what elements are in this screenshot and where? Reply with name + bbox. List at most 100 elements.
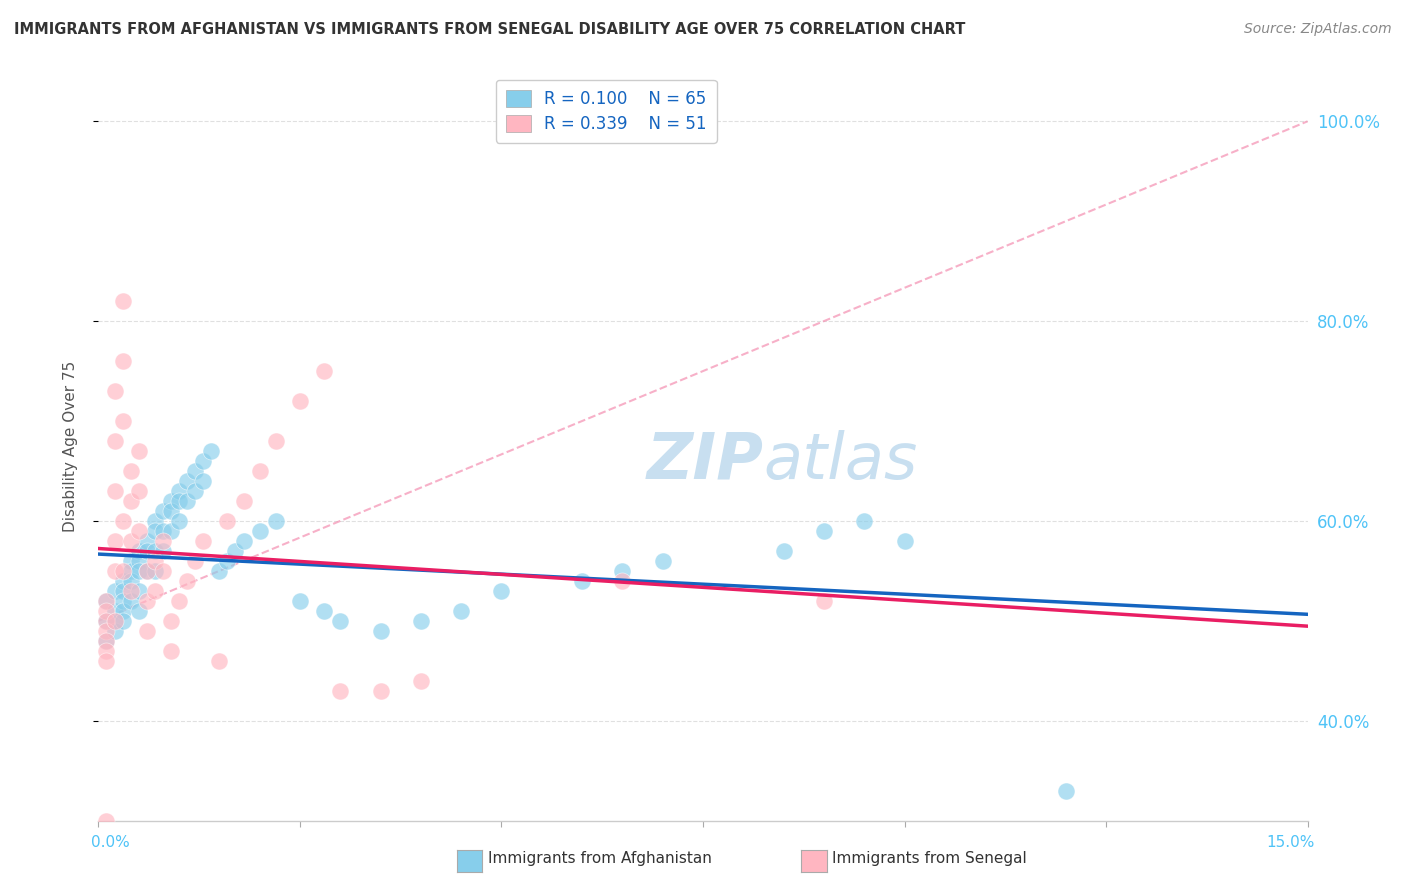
Point: [288, 594, 311, 608]
Point: [128, 583, 150, 598]
Point: [96, 654, 118, 668]
Point: [128, 444, 150, 458]
Point: [193, 474, 215, 488]
Point: [314, 604, 336, 618]
Point: [96, 633, 118, 648]
Point: [152, 564, 174, 578]
Point: [167, 514, 190, 528]
Point: [103, 384, 125, 398]
Point: [120, 554, 142, 568]
Point: [813, 594, 835, 608]
Text: IMMIGRANTS FROM AFGHANISTAN VS IMMIGRANTS FROM SENEGAL DISABILITY AGE OVER 75 CO: IMMIGRANTS FROM AFGHANISTAN VS IMMIGRANT…: [14, 22, 966, 37]
Point: [893, 533, 915, 548]
Point: [111, 594, 134, 608]
Point: [128, 554, 150, 568]
Point: [232, 533, 254, 548]
Point: [128, 544, 150, 558]
Point: [96, 594, 118, 608]
Point: [370, 624, 392, 638]
Point: [160, 614, 183, 628]
Point: [143, 514, 166, 528]
Point: [772, 544, 794, 558]
Point: [853, 514, 876, 528]
Point: [96, 814, 118, 828]
Point: [103, 614, 125, 628]
Point: [111, 354, 134, 368]
Point: [111, 564, 134, 578]
Text: Source: ZipAtlas.com: Source: ZipAtlas.com: [1244, 22, 1392, 37]
Point: [1054, 783, 1077, 797]
Point: [314, 364, 336, 378]
Point: [184, 464, 207, 478]
Text: atlas: atlas: [763, 430, 918, 492]
Point: [409, 673, 432, 688]
Point: [143, 564, 166, 578]
Point: [135, 594, 157, 608]
Point: [96, 604, 118, 618]
Point: [193, 454, 215, 468]
Point: [160, 494, 183, 508]
Point: [813, 524, 835, 538]
Point: [96, 594, 118, 608]
Point: [143, 524, 166, 538]
Point: [232, 494, 254, 508]
Point: [571, 574, 593, 588]
Point: [103, 483, 125, 498]
Point: [120, 594, 142, 608]
Point: [111, 583, 134, 598]
Text: 65: 65: [533, 857, 536, 859]
Point: [217, 514, 239, 528]
Point: [111, 294, 134, 309]
Point: [120, 464, 142, 478]
Point: [143, 544, 166, 558]
Point: [329, 614, 352, 628]
Point: [111, 574, 134, 588]
Point: [217, 554, 239, 568]
Y-axis label: Disability Age Over 75: Disability Age Over 75: [63, 360, 77, 532]
Point: [120, 533, 142, 548]
Text: ZIP: ZIP: [647, 430, 763, 492]
Point: [103, 604, 125, 618]
Point: [167, 483, 190, 498]
Point: [128, 524, 150, 538]
Point: [152, 533, 174, 548]
Point: [491, 583, 513, 598]
Point: [111, 414, 134, 428]
Point: [135, 564, 157, 578]
Point: [176, 494, 198, 508]
Point: [249, 464, 271, 478]
Point: [329, 683, 352, 698]
Point: [167, 594, 190, 608]
Point: [450, 604, 472, 618]
Point: [224, 544, 246, 558]
Point: [152, 524, 174, 538]
Text: Immigrants from Senegal: Immigrants from Senegal: [832, 851, 1028, 865]
Point: [193, 533, 215, 548]
Point: [128, 604, 150, 618]
Point: [612, 564, 634, 578]
Point: [96, 633, 118, 648]
Point: [103, 434, 125, 448]
Point: [651, 554, 673, 568]
Point: [208, 654, 231, 668]
Point: [184, 554, 207, 568]
Point: [103, 624, 125, 638]
Point: [152, 544, 174, 558]
Point: [152, 504, 174, 518]
Point: [264, 434, 287, 448]
Point: [120, 583, 142, 598]
Point: [160, 644, 183, 658]
Point: [135, 544, 157, 558]
Point: [96, 614, 118, 628]
Point: [160, 504, 183, 518]
Point: [120, 494, 142, 508]
Point: [135, 533, 157, 548]
Point: [264, 514, 287, 528]
Point: [612, 574, 634, 588]
Point: [103, 564, 125, 578]
Point: [249, 524, 271, 538]
Text: Immigrants from Afghanistan: Immigrants from Afghanistan: [488, 851, 711, 865]
Point: [135, 564, 157, 578]
Point: [111, 514, 134, 528]
Point: [409, 614, 432, 628]
